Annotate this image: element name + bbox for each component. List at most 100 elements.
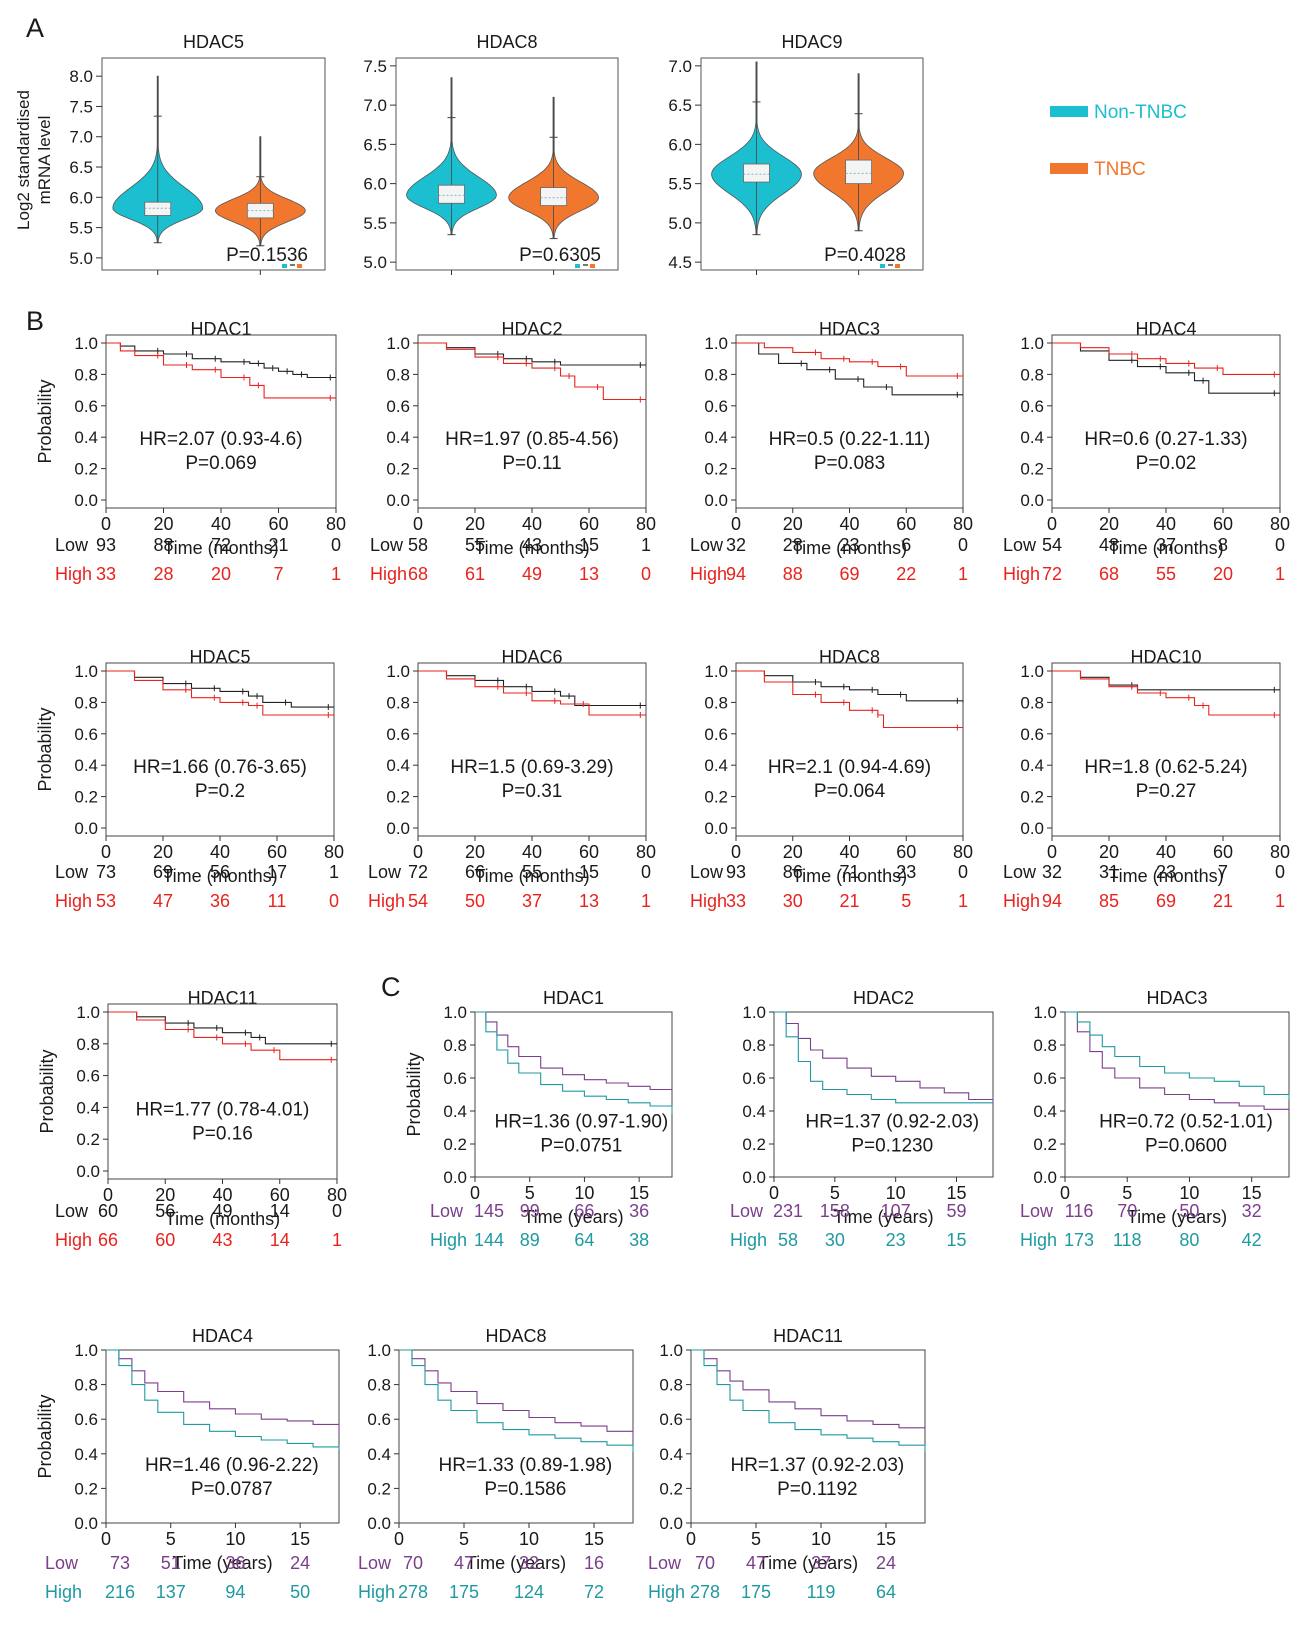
y-tick-label: 0.6 xyxy=(1020,397,1044,416)
x-axis-label: Time (months) xyxy=(792,538,907,558)
panel-label-a: A xyxy=(26,13,44,43)
x-tick-label: 5 xyxy=(1122,1183,1132,1203)
risk-value-high: 278 xyxy=(398,1582,428,1602)
y-tick-label: 0.8 xyxy=(74,693,98,712)
chart-title: HDAC6 xyxy=(501,647,562,667)
x-tick-label: 0 xyxy=(1047,842,1057,862)
risk-value-low: 0 xyxy=(641,862,651,882)
hazard-ratio: HR=0.5 (0.22-1.11) xyxy=(769,429,931,450)
y-tick-label: 0.0 xyxy=(74,1514,98,1533)
y-tick-label: 6.0 xyxy=(69,188,93,207)
y-axis-label: Probability xyxy=(35,1394,55,1478)
x-tick-label: 0 xyxy=(769,1183,779,1203)
risk-value-low: 71 xyxy=(839,862,859,882)
y-tick-label: 0.0 xyxy=(704,819,728,838)
risk-value-low: 23 xyxy=(896,862,916,882)
risk-value-high: 21 xyxy=(1213,891,1233,911)
x-tick-label: 40 xyxy=(210,842,230,862)
hazard-ratio: HR=1.37 (0.92-2.03) xyxy=(730,1455,904,1476)
x-tick-label: 60 xyxy=(267,842,287,862)
hazard-ratio: HR=1.97 (0.85-4.56) xyxy=(445,429,619,450)
risk-value-low: 7 xyxy=(1218,862,1228,882)
risk-value-high: 47 xyxy=(153,891,173,911)
risk-value-low: 21 xyxy=(268,535,288,555)
p-value: P=0.2 xyxy=(195,781,245,802)
risk-value-high: 1 xyxy=(641,891,651,911)
risk-value-high: 11 xyxy=(268,891,287,911)
risk-value-high: 43 xyxy=(212,1230,232,1250)
risk-value-high: 28 xyxy=(153,564,173,584)
y-tick-label: 0.0 xyxy=(76,1162,100,1181)
hazard-ratio: HR=1.46 (0.96-2.22) xyxy=(145,1455,319,1476)
y-tick-label: 0.2 xyxy=(76,1130,100,1149)
risk-value-high: 30 xyxy=(783,891,803,911)
hazard-ratio: HR=1.37 (0.92-2.03) xyxy=(805,1112,979,1133)
risk-label-high: High xyxy=(730,1230,767,1250)
risk-value-high: 33 xyxy=(726,891,746,911)
y-tick-label: 0.0 xyxy=(367,1514,391,1533)
y-axis-label: Probability xyxy=(37,1049,57,1133)
risk-value-high: 89 xyxy=(520,1230,540,1250)
x-tick-label: 40 xyxy=(1156,842,1176,862)
risk-value-low: 28 xyxy=(783,535,803,555)
y-tick-label: 0.2 xyxy=(704,788,728,807)
km-curve-low xyxy=(1052,670,1280,691)
x-tick-label: 10 xyxy=(886,1183,906,1203)
risk-value-low: 72 xyxy=(408,862,428,882)
risk-value-high: 1 xyxy=(958,564,968,584)
risk-value-low: 72 xyxy=(211,535,231,555)
x-axis-label: Time (years) xyxy=(172,1553,272,1573)
y-tick-label: 0.6 xyxy=(76,1067,100,1086)
risk-value-high: 119 xyxy=(807,1582,836,1602)
risk-value-high: 13 xyxy=(579,891,599,911)
risk-value-high: 144 xyxy=(474,1230,504,1250)
risk-value-low: 8 xyxy=(1218,535,1228,555)
risk-value-high: 278 xyxy=(690,1582,720,1602)
violin-chart-hdac9: HDAC9 7.0 6.5 6.0 5.5 5.0 4.5 P=0.4028 xyxy=(668,32,924,275)
y-tick-label: 0.4 xyxy=(704,428,728,447)
x-tick-label: 15 xyxy=(584,1529,604,1549)
risk-value-high: 137 xyxy=(156,1582,186,1602)
x-tick-label: 20 xyxy=(153,842,173,862)
y-tick-label: 0.8 xyxy=(74,1376,98,1395)
risk-value-low: 23 xyxy=(1156,862,1176,882)
x-axis-label: Time (months) xyxy=(1108,866,1223,886)
p-value: P=0.1586 xyxy=(484,1479,566,1500)
y-tick-label: 0.0 xyxy=(386,491,410,510)
y-tick-label: 7.0 xyxy=(363,96,387,115)
risk-value-high: 72 xyxy=(1042,564,1062,584)
km-chart-c-hdac11: HDAC11 1.0 0.8 0.6 0.4 0.2 0.00 5 10 15 Time (year… xyxy=(648,1326,926,1602)
y-tick-label: 5.5 xyxy=(363,214,387,233)
risk-label-low: Low xyxy=(45,1553,79,1573)
x-axis-label: Time (years) xyxy=(833,1207,933,1227)
risk-value-high: 94 xyxy=(726,564,746,584)
x-tick-label: 60 xyxy=(1213,514,1233,534)
y-tick-label: 7.5 xyxy=(69,97,93,116)
x-tick-label: 0 xyxy=(686,1529,696,1549)
chart-title: HDAC1 xyxy=(543,988,604,1008)
y-tick-label: 0.6 xyxy=(443,1069,467,1088)
y-tick-label: 0.0 xyxy=(74,491,98,510)
y-tick-label: 0.2 xyxy=(704,460,728,479)
x-axis-label: Time (months) xyxy=(165,1209,280,1229)
risk-value-high: 36 xyxy=(210,891,230,911)
risk-value-low: 15 xyxy=(579,535,599,555)
hazard-ratio: HR=0.6 (0.27-1.33) xyxy=(1084,429,1247,450)
x-tick-label: 40 xyxy=(839,842,859,862)
p-value: P=0.11 xyxy=(502,453,561,474)
y-tick-label: 0.0 xyxy=(742,1168,766,1187)
risk-value-low: 158 xyxy=(820,1201,850,1221)
x-tick-label: 80 xyxy=(324,842,344,862)
y-tick-label: 1.0 xyxy=(704,662,728,681)
x-axis-label: Time (years) xyxy=(758,1553,858,1573)
y-tick-label: 1.0 xyxy=(1033,1003,1057,1022)
km-curve-low xyxy=(418,342,646,366)
chart-title: HDAC8 xyxy=(819,647,880,667)
y-tick-label: 0.2 xyxy=(659,1479,683,1498)
y-tick-label: 8.0 xyxy=(69,67,93,86)
risk-value-high: 61 xyxy=(465,564,485,584)
hazard-ratio: HR=1.36 (0.97-1.90) xyxy=(495,1112,669,1133)
y-tick-label: 0.2 xyxy=(1020,460,1044,479)
box xyxy=(540,187,568,207)
